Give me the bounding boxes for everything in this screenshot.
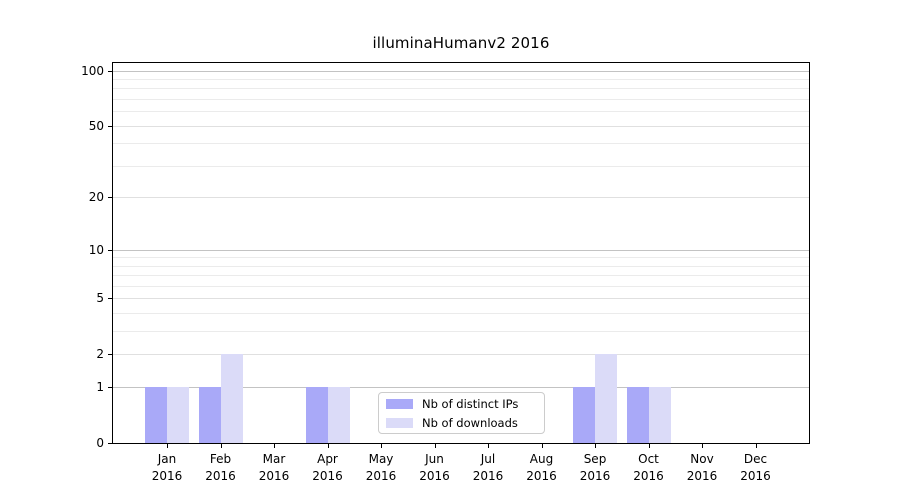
x-tick-mark-3 bbox=[274, 444, 275, 448]
x-tick-mark-6 bbox=[434, 444, 436, 448]
bar-sep-2016-series1 bbox=[595, 354, 617, 443]
legend-label: Nb of distinct IPs bbox=[422, 396, 519, 411]
x-tick-mark-12 bbox=[755, 444, 757, 448]
x-tick-label-aug: Aug 2016 bbox=[526, 452, 557, 483]
x-tick-mark-5 bbox=[381, 444, 382, 448]
x-tick-label-nov: Nov 2016 bbox=[686, 452, 718, 483]
x-tick-mark-1 bbox=[167, 444, 168, 448]
gridline-y-2 bbox=[113, 354, 809, 356]
y-tick-label-0: 0 bbox=[96, 436, 104, 450]
x-tick-label-sep: Sep 2016 bbox=[579, 452, 611, 483]
x-tick-label-jul: Jul 2016 bbox=[472, 452, 504, 483]
bar-apr-2016-series0 bbox=[305, 387, 328, 443]
gridline-y-100 bbox=[113, 70, 809, 72]
legend-item: Nb of downloads bbox=[386, 416, 536, 430]
bar-oct-2016-series0 bbox=[626, 387, 649, 443]
gridline-y-20 bbox=[113, 197, 809, 199]
y-tick-label-5: 5 bbox=[96, 291, 104, 306]
legend-swatch-icon bbox=[386, 398, 413, 409]
gridline-y-40 bbox=[113, 143, 809, 145]
y-tick-label-100: 100 bbox=[81, 63, 104, 78]
gridline-y-8 bbox=[113, 265, 809, 267]
bar-apr-2016-series1 bbox=[327, 387, 350, 443]
legend: Nb of distinct IPs Nb of downloads bbox=[378, 392, 545, 434]
x-tick-label-jan: Jan 2016 bbox=[151, 452, 183, 483]
gridline-y-6 bbox=[113, 286, 809, 287]
x-tick-mark-4 bbox=[327, 444, 329, 448]
y-tick-mark-100 bbox=[108, 70, 112, 72]
x-tick-label-oct: Oct 2016 bbox=[633, 452, 664, 483]
bar-oct-2016-series1 bbox=[648, 387, 671, 443]
gridline-y-7 bbox=[113, 275, 809, 277]
x-tick-mark-9 bbox=[595, 444, 596, 448]
plot-area bbox=[112, 62, 810, 444]
gridline-y-5 bbox=[113, 298, 809, 300]
bar-sep-2016-series0 bbox=[573, 387, 595, 443]
y-tick-mark-10 bbox=[108, 249, 112, 251]
x-tick-mark-2 bbox=[220, 444, 222, 448]
gridline-y-70 bbox=[113, 99, 809, 101]
gridline-y-3 bbox=[113, 331, 809, 333]
x-tick-mark-10 bbox=[648, 444, 650, 448]
y-tick-mark-50 bbox=[108, 125, 112, 127]
y-tick-mark-0 bbox=[108, 443, 112, 444]
gridline-y-1 bbox=[113, 387, 809, 389]
bar-jan-2016-series0 bbox=[145, 387, 167, 443]
x-tick-mark-11 bbox=[702, 444, 703, 448]
bar-jan-2016-series1 bbox=[167, 387, 189, 443]
y-tick-mark-5 bbox=[108, 298, 112, 300]
legend-item: Nb of distinct IPs bbox=[386, 397, 536, 411]
y-tick-label-20: 20 bbox=[88, 190, 104, 205]
y-tick-label-50: 50 bbox=[88, 118, 104, 133]
x-tick-label-may: May 2016 bbox=[365, 452, 397, 483]
x-tick-mark-8 bbox=[541, 444, 543, 448]
y-tick-mark-20 bbox=[108, 197, 112, 199]
gridline-y-60 bbox=[113, 111, 809, 113]
gridline-y-80 bbox=[113, 88, 809, 90]
legend-swatch-icon bbox=[386, 417, 413, 428]
x-tick-mark-7 bbox=[488, 444, 489, 448]
gridline-y-90 bbox=[113, 79, 809, 81]
x-tick-label-mar: Mar 2016 bbox=[258, 452, 290, 483]
gridline-y-30 bbox=[113, 165, 809, 167]
bar-feb-2016-series1 bbox=[220, 354, 243, 443]
gridline-y-50 bbox=[113, 125, 809, 127]
y-tick-mark-1 bbox=[108, 387, 112, 389]
gridline-y-9 bbox=[113, 257, 809, 259]
legend-label: Nb of downloads bbox=[422, 415, 518, 430]
gridline-y-10 bbox=[113, 249, 809, 251]
x-tick-label-dec: Dec 2016 bbox=[740, 452, 771, 483]
y-tick-label-1: 1 bbox=[96, 380, 104, 395]
bar-feb-2016-series0 bbox=[198, 387, 221, 443]
x-tick-label-feb: Feb 2016 bbox=[205, 452, 236, 483]
x-tick-label-jun: Jun 2016 bbox=[419, 452, 450, 483]
y-tick-label-2: 2 bbox=[96, 347, 104, 362]
chart-title: illuminaHumanv2 2016 bbox=[372, 34, 550, 52]
gridline-y-4 bbox=[113, 313, 809, 315]
x-tick-label-apr: Apr 2016 bbox=[312, 452, 343, 483]
y-tick-label-10: 10 bbox=[88, 242, 104, 257]
y-tick-mark-2 bbox=[108, 354, 112, 356]
